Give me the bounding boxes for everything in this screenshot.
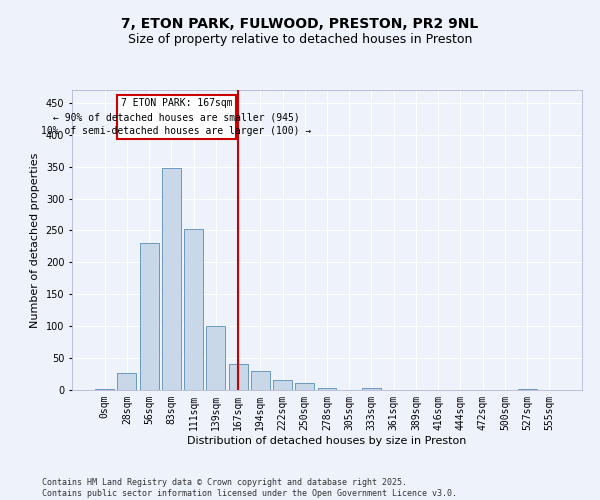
Bar [140, 243, 158, 390]
Bar [118, 374, 136, 390]
Bar [251, 371, 270, 390]
Bar [162, 168, 181, 390]
Bar [518, 388, 536, 390]
Bar [362, 388, 381, 390]
Text: Size of property relative to detached houses in Preston: Size of property relative to detached ho… [128, 32, 472, 46]
Bar [317, 388, 337, 390]
Text: 7, ETON PARK, FULWOOD, PRESTON, PR2 9NL: 7, ETON PARK, FULWOOD, PRESTON, PR2 9NL [121, 18, 479, 32]
Bar [229, 364, 248, 390]
Bar [184, 229, 203, 390]
Bar [95, 388, 114, 390]
Text: Contains HM Land Registry data © Crown copyright and database right 2025.
Contai: Contains HM Land Registry data © Crown c… [42, 478, 457, 498]
Bar [295, 383, 314, 390]
Bar [273, 380, 292, 390]
FancyBboxPatch shape [117, 95, 236, 139]
Text: 7 ETON PARK: 167sqm
← 90% of detached houses are smaller (945)
10% of semi-detac: 7 ETON PARK: 167sqm ← 90% of detached ho… [41, 98, 311, 136]
X-axis label: Distribution of detached houses by size in Preston: Distribution of detached houses by size … [187, 436, 467, 446]
Y-axis label: Number of detached properties: Number of detached properties [30, 152, 40, 328]
Bar [206, 326, 225, 390]
